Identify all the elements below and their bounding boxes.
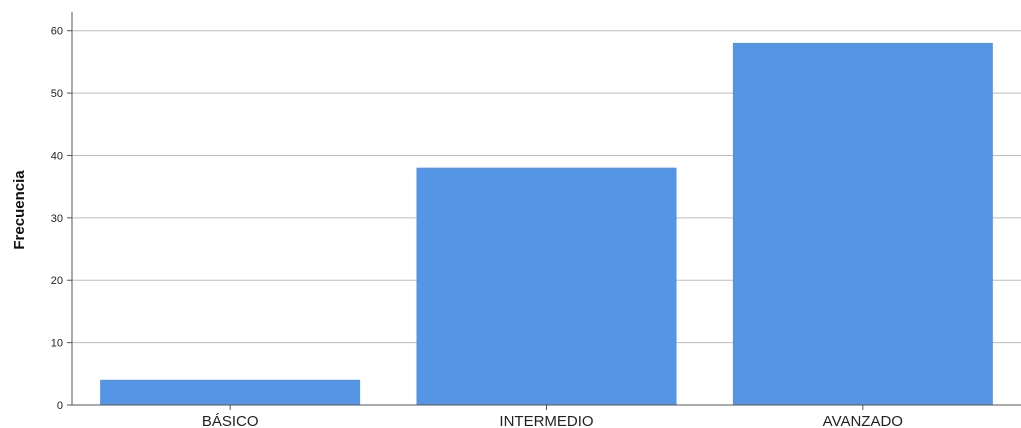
x-category-label: INTERMEDIO	[499, 413, 593, 428]
x-category-labels: BÁSICO INTERMEDIO AVANZADO	[202, 405, 903, 428]
y-tick-label: 60	[51, 26, 63, 38]
bar-básico	[100, 379, 361, 406]
bars	[100, 42, 993, 406]
y-tick-label: 0	[57, 400, 63, 412]
y-tick-label: 50	[51, 88, 63, 100]
y-axis-title: Frecuencia	[11, 170, 28, 250]
x-category-label: AVANZADO	[823, 413, 903, 428]
y-tick-label: 30	[51, 213, 63, 225]
bar-avanzado	[732, 42, 993, 406]
y-tick-label: 40	[51, 150, 63, 162]
x-category-label: BÁSICO	[202, 413, 259, 428]
y-tick-label: 10	[51, 338, 63, 350]
y-tick-label: 20	[51, 275, 63, 287]
bar-intermedio	[416, 167, 677, 406]
y-tick-labels: 0 10 20 30 40 50 60	[51, 26, 72, 412]
